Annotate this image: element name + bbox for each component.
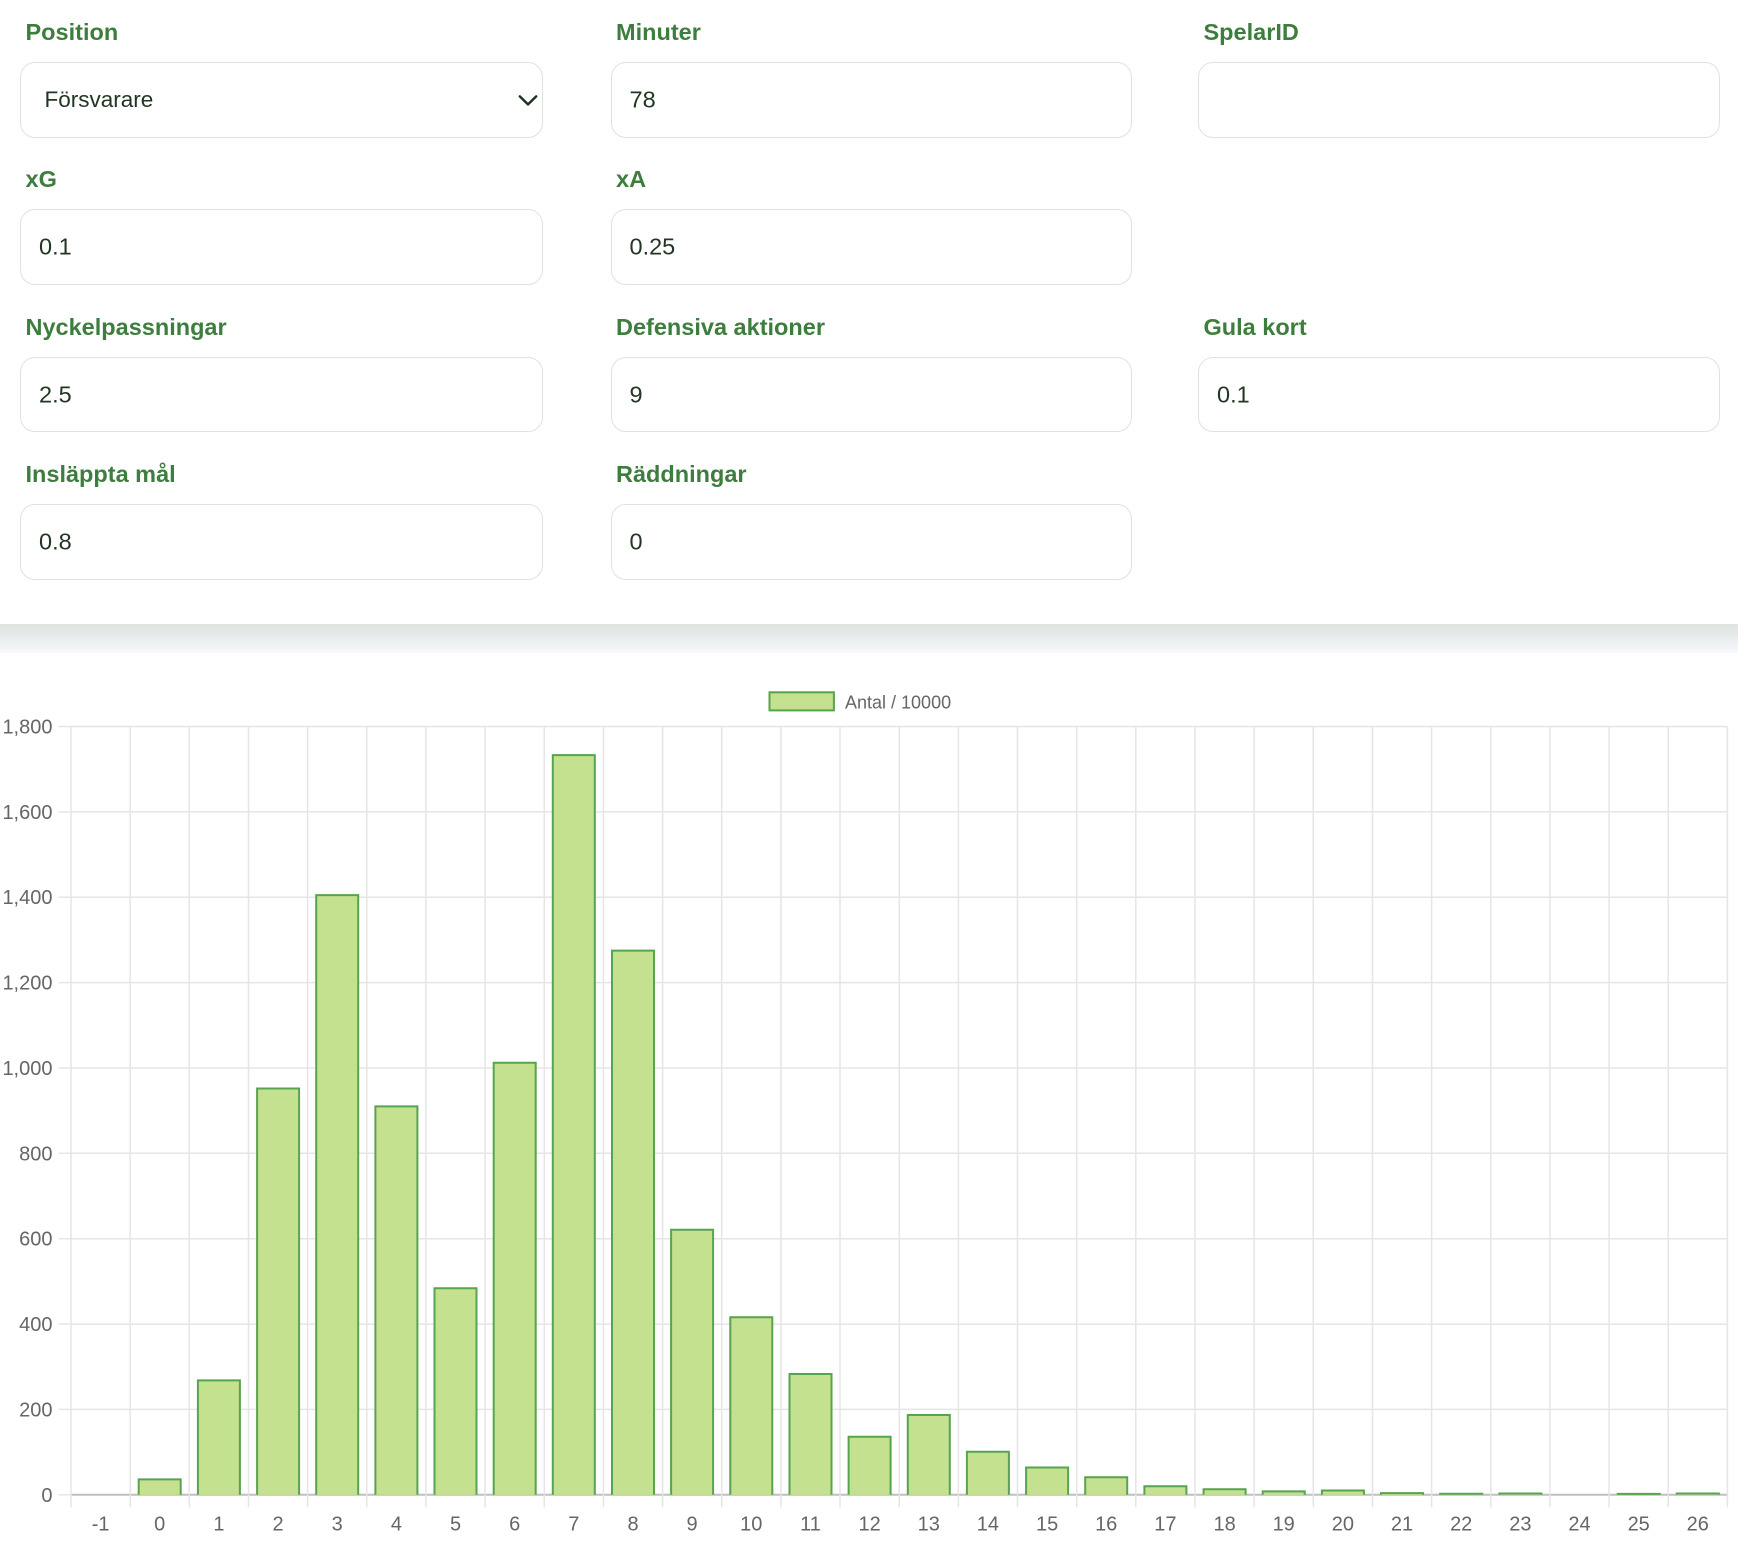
svg-text:600: 600 (19, 1229, 52, 1251)
svg-text:0: 0 (41, 1485, 52, 1507)
svg-text:10: 10 (740, 1514, 762, 1536)
svg-text:400: 400 (19, 1314, 52, 1336)
svg-text:7: 7 (568, 1514, 579, 1536)
svg-text:21: 21 (1391, 1514, 1413, 1536)
svg-text:4: 4 (391, 1514, 402, 1536)
svg-text:1,400: 1,400 (2, 887, 52, 909)
svg-text:11: 11 (800, 1514, 821, 1536)
svg-text:200: 200 (19, 1399, 52, 1421)
svg-text:26: 26 (1687, 1514, 1709, 1536)
svg-text:-1: -1 (92, 1514, 110, 1536)
svg-text:24: 24 (1568, 1514, 1590, 1536)
svg-text:20: 20 (1332, 1514, 1354, 1536)
svg-text:1,600: 1,600 (2, 802, 52, 824)
svg-text:12: 12 (858, 1514, 880, 1536)
svg-text:22: 22 (1450, 1514, 1472, 1536)
svg-text:6: 6 (509, 1514, 520, 1536)
svg-text:0: 0 (154, 1514, 165, 1536)
svg-text:9: 9 (687, 1514, 698, 1536)
svg-text:17: 17 (1154, 1514, 1176, 1536)
svg-text:3: 3 (332, 1514, 343, 1536)
svg-text:18: 18 (1213, 1514, 1235, 1536)
svg-text:5: 5 (450, 1514, 461, 1536)
svg-text:1,000: 1,000 (2, 1058, 52, 1080)
svg-text:1,800: 1,800 (2, 717, 52, 739)
svg-text:23: 23 (1509, 1514, 1531, 1536)
svg-text:2: 2 (273, 1514, 284, 1536)
svg-text:16: 16 (1095, 1514, 1117, 1536)
svg-text:1,200: 1,200 (2, 973, 52, 995)
svg-text:14: 14 (977, 1514, 999, 1536)
svg-text:800: 800 (19, 1143, 52, 1165)
svg-text:13: 13 (918, 1514, 940, 1536)
svg-text:19: 19 (1273, 1514, 1295, 1536)
svg-text:25: 25 (1628, 1514, 1650, 1536)
svg-text:Antal / 10000: Antal / 10000 (845, 693, 951, 713)
svg-text:15: 15 (1036, 1514, 1058, 1536)
svg-text:8: 8 (627, 1514, 638, 1536)
svg-text:1: 1 (213, 1514, 224, 1536)
